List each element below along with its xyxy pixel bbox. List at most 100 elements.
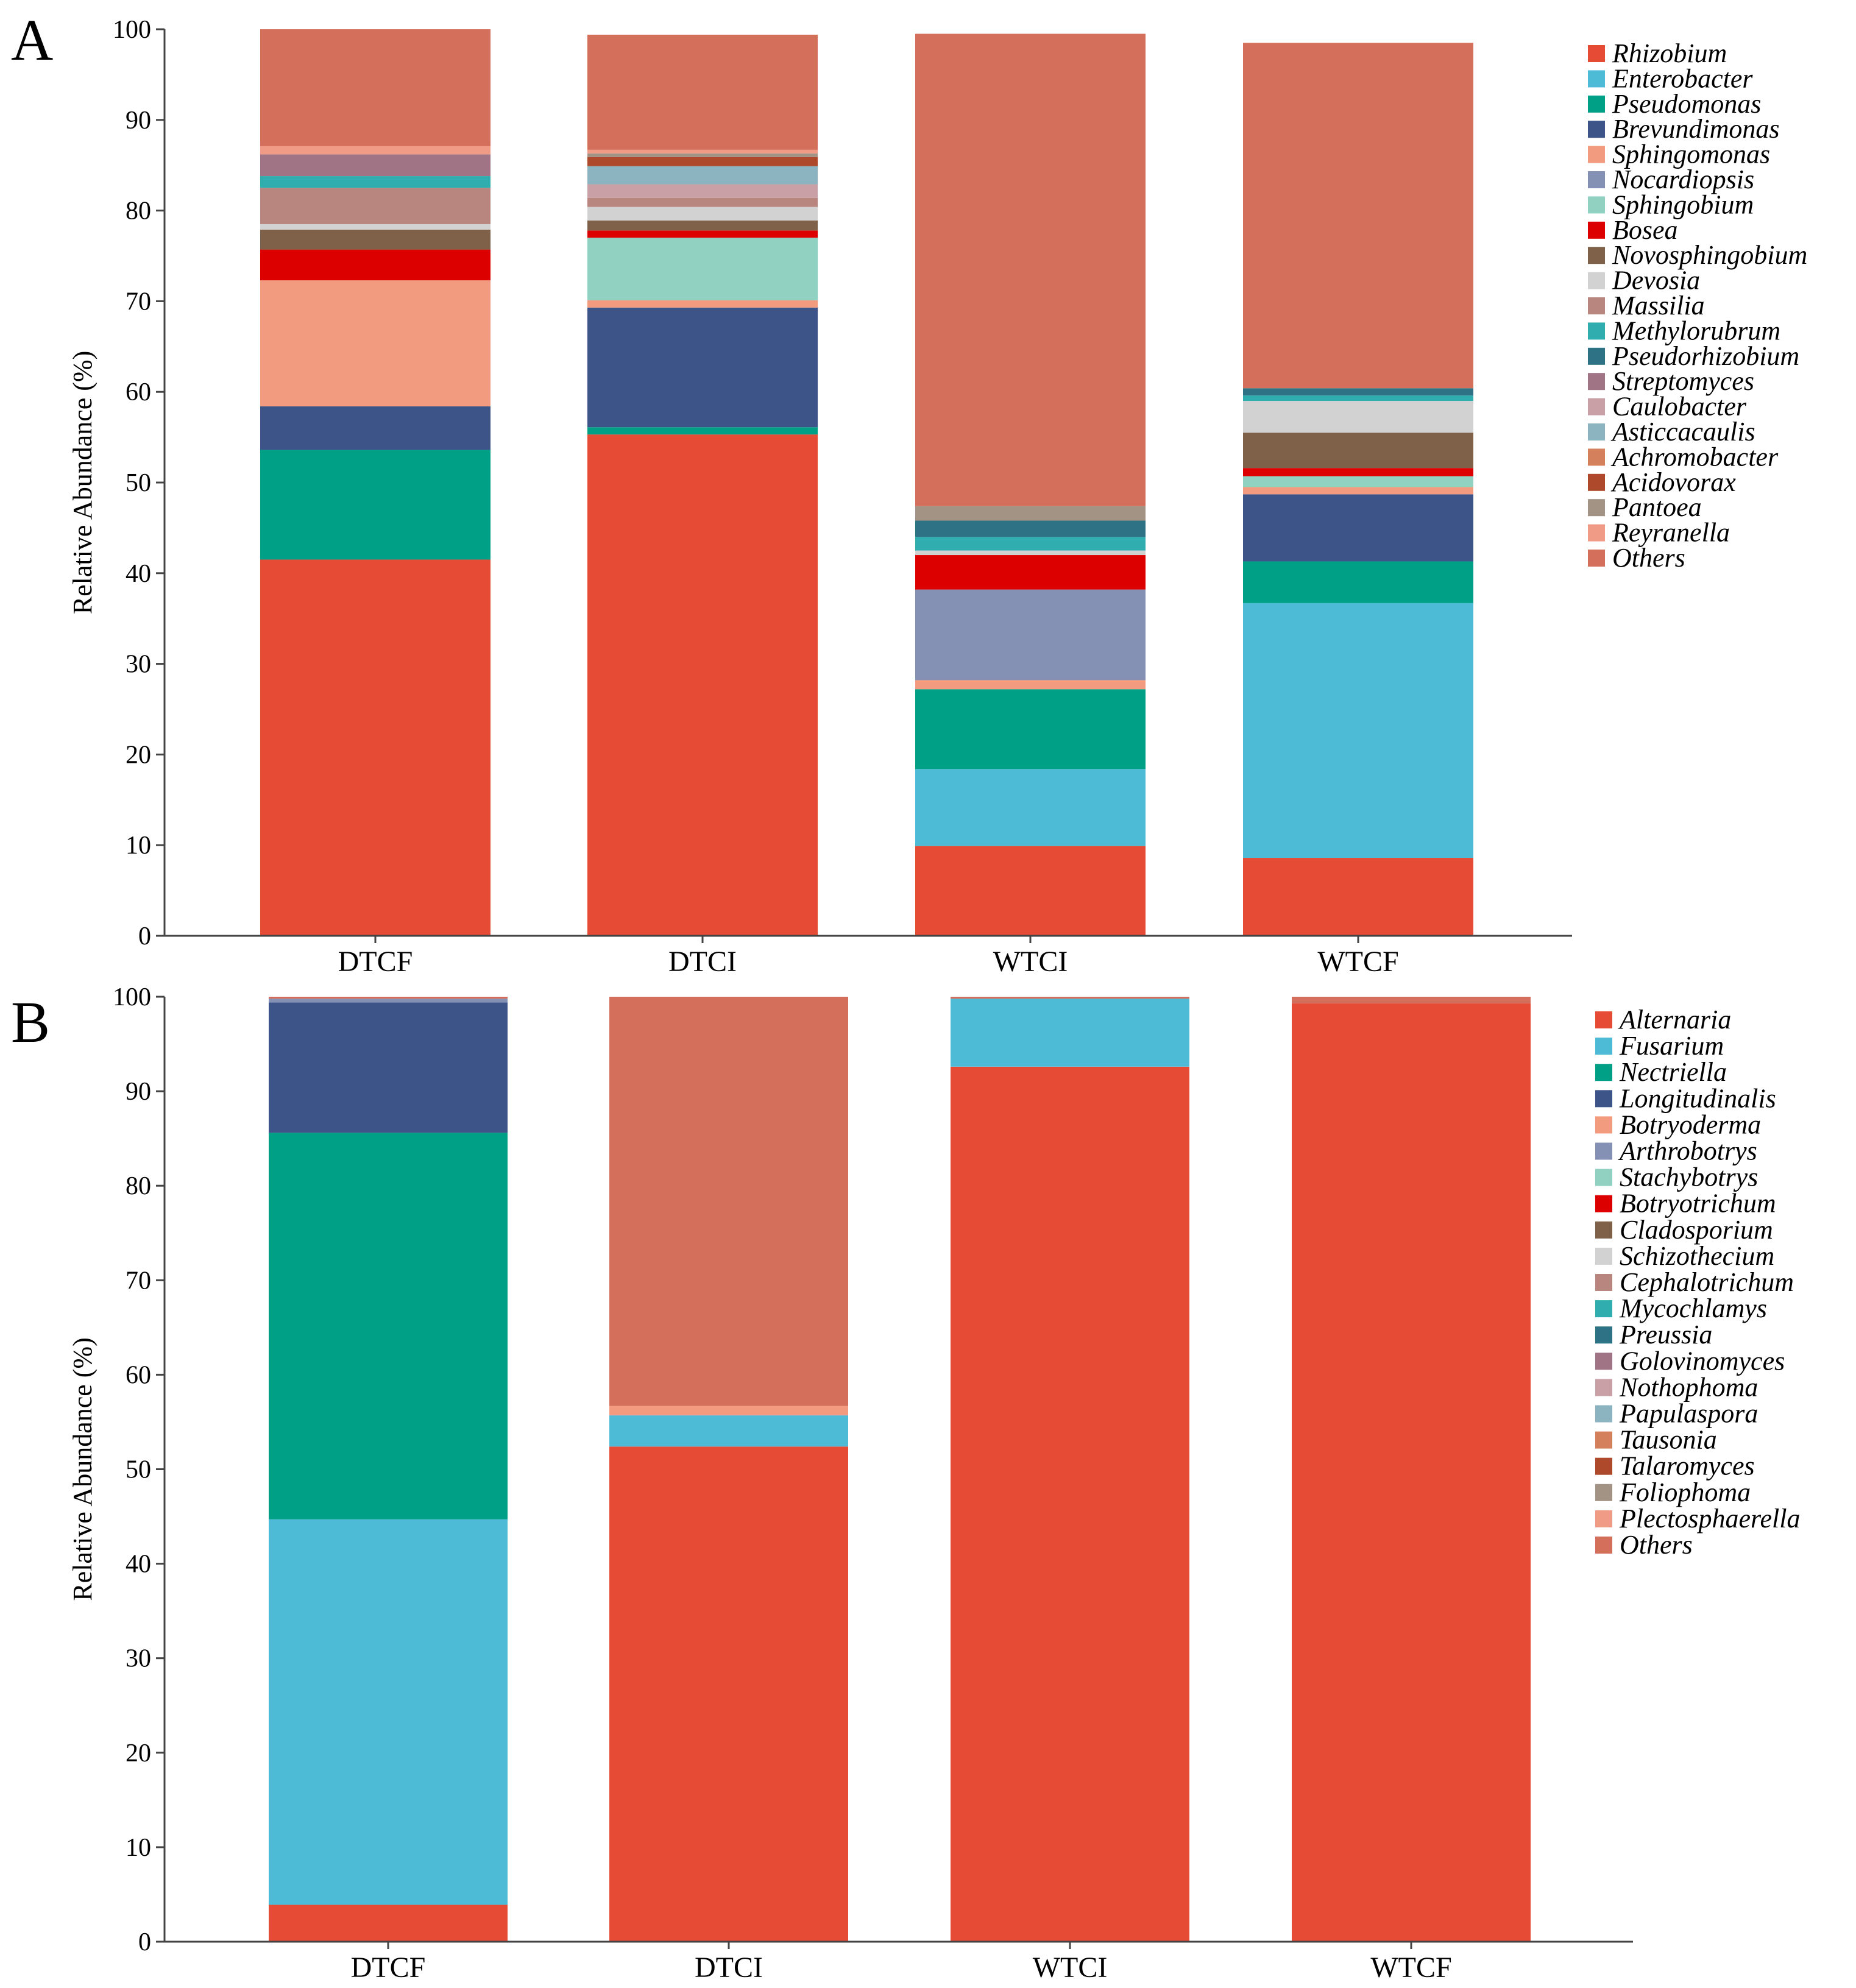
panel-b-bar-dtcf-nectriella: [269, 1133, 508, 1519]
panel-b-label: B: [11, 989, 50, 1055]
panel-b-bar-dtci-botryoderma: [609, 1406, 848, 1416]
panel-a-legend-label-caulobacter: Caulobacter: [1612, 392, 1747, 422]
panel-b-legend-label-tausonia: Tausonia: [1620, 1425, 1717, 1455]
panel-b-legend-swatch-alternaria: [1595, 1011, 1612, 1028]
panel-b-x-label-wtci: WTCI: [1033, 1951, 1108, 1984]
panel-b-y-tick-label-30: 30: [126, 1645, 151, 1673]
panel-b-legend-swatch-fusarium: [1595, 1038, 1612, 1055]
panel-a-bar-dtcf-rhizobium: [260, 559, 491, 936]
panel-a-legend-label-devosia: Devosia: [1612, 266, 1700, 295]
panel-a-bar-dtci-sphingomonas: [587, 300, 818, 308]
panel-a-y-tick-label-10: 10: [126, 832, 151, 860]
panel-a-bar-dtcf-reyranella: [260, 146, 491, 155]
panel-b-legend-label-cladosporium: Cladosporium: [1620, 1215, 1773, 1245]
panel-a-bar-wtci-pantoea: [915, 506, 1146, 521]
panel-b-y-tick-label-40: 40: [126, 1551, 151, 1579]
panel-a-bar-dtci-devosia: [587, 207, 818, 221]
panel-a-legend-label-pseudorhizobium: Pseudorhizobium: [1612, 341, 1799, 371]
panel-a-legend-label-others: Others: [1612, 543, 1685, 573]
panel-a-legend-swatch-pantoea: [1588, 499, 1605, 517]
panel-a-legend-swatch-methylorubrum: [1588, 322, 1605, 340]
panel-b-bar-wtcf-others: [1292, 997, 1531, 1003]
panel-b-x-label-wtcf: WTCF: [1370, 1951, 1451, 1984]
panel-a-bar-wtci-methylorubrum: [915, 537, 1146, 551]
panel-a-legend-swatch-pseudorhizobium: [1588, 347, 1605, 365]
panel-a-legend-swatch-sphingomonas: [1588, 146, 1605, 163]
panel-b-bar-dtci-fusarium: [609, 1415, 848, 1447]
panel-b-y-tick-label-90: 90: [126, 1078, 151, 1106]
panel-b-y-tick-label-80: 80: [126, 1172, 151, 1200]
panel-a-legend-label-massilia: Massilia: [1612, 291, 1705, 320]
panel-b-legend-swatch-golovinomyces: [1595, 1353, 1612, 1370]
panel-b-y-tick-label-70: 70: [126, 1267, 151, 1295]
panel-a-y-tick-label-80: 80: [126, 197, 151, 225]
panel-b-legend-swatch-tausonia: [1595, 1431, 1612, 1449]
panel-b-legend-swatch-cladosporium: [1595, 1221, 1612, 1239]
panel-b-bar-dtcf-arthrobotrys: [269, 999, 508, 1003]
panel-a-bar-dtci-novosphingobium: [587, 220, 818, 231]
panel-a-label: A: [11, 7, 53, 73]
panel-b-y-tick-label-20: 20: [126, 1739, 151, 1767]
panel-a-y-tick-label-20: 20: [126, 741, 151, 769]
panel-b-legend-swatch-others: [1595, 1537, 1612, 1554]
panel-a-y-tick-label-40: 40: [126, 560, 151, 588]
panel-b-legend-swatch-cephalotrichum: [1595, 1274, 1612, 1291]
panel-b-legend-swatch-plectosphaerella: [1595, 1510, 1612, 1527]
panel-b-bar-dtci-alternaria: [609, 1446, 848, 1942]
panel-b-legend-label-papulaspora: Papulaspora: [1619, 1399, 1758, 1429]
panel-a-bar-wtci-pseudomonas: [915, 689, 1146, 769]
panel-a-x-label-dtci: DTCI: [668, 946, 737, 978]
panel-a-y-tick-label-70: 70: [126, 288, 151, 316]
panel-a-legend-swatch-devosia: [1588, 272, 1605, 289]
panel-b-legend-label-nothophoma: Nothophoma: [1619, 1372, 1758, 1402]
panel-b-bar-dtcf-others: [269, 997, 508, 999]
panel-b-legend-label-alternaria: Alternaria: [1618, 1005, 1731, 1035]
panel-a-y-tick-label-90: 90: [126, 107, 151, 135]
panel-a-bar-dtci-others: [587, 34, 818, 150]
panel-a-legend-swatch-asticcacaulis: [1588, 423, 1605, 440]
panel-a-legend-label-novosphingobium: Novosphingobium: [1612, 240, 1807, 270]
panel-a-legend-label-sphingobium: Sphingobium: [1612, 189, 1754, 219]
panel-a-bar-dtcf-sphingomonas: [260, 280, 491, 407]
panel-a-legend-swatch-brevundimonas: [1588, 121, 1605, 138]
panel-b-bar-wtci-others: [951, 997, 1189, 999]
panel-b-legend-swatch-papulaspora: [1595, 1405, 1612, 1423]
panel-a-bar-dtcf-streptomyces: [260, 154, 491, 177]
panel-b-legend-swatch-preussia: [1595, 1326, 1612, 1344]
panel-a-legend-swatch-enterobacter: [1588, 70, 1605, 88]
panel-a-bar-wtci-pseudorhizobium: [915, 520, 1146, 537]
panel-b-legend-label-longitudinalis: Longitudinalis: [1619, 1083, 1776, 1113]
panel-b-chart: B 0 10 20 30 40 50 60 70 80 90 100 DTCF DTCI WTCI WTCF R…: [11, 983, 1801, 1984]
panel-a-legend-swatch-bosea: [1588, 221, 1605, 239]
panel-a-bar-wtcf-methylorubrum: [1243, 395, 1473, 401]
panel-a-bar-dtcf-devosia: [260, 224, 491, 230]
panel-b-legend-swatch-mycochlamys: [1595, 1300, 1612, 1318]
panel-b-legend-swatch-botryotrichum: [1595, 1195, 1612, 1212]
panel-a-y-tick-label-50: 50: [126, 469, 151, 497]
panel-a-bar-dtcf-novosphingobium: [260, 229, 491, 250]
panel-a-bar-dtcf-pseudomonas: [260, 450, 491, 560]
panel-a-bar-wtcf-devosia: [1243, 401, 1473, 433]
panel-a-bar-wtcf-rhizobium: [1243, 858, 1473, 936]
panel-a-y-tick-label-100: 100: [113, 16, 151, 44]
panel-a-bar-dtcf-brevundimonas: [260, 406, 491, 450]
panel-a-bar-wtcf-enterobacter: [1243, 603, 1473, 858]
panel-b-bar-wtci-alternaria: [951, 1066, 1189, 1942]
panel-a-legend-label-pantoea: Pantoea: [1612, 492, 1702, 522]
panel-a-bar-dtcf-bosea: [260, 249, 491, 281]
panel-b-legend-label-botryoderma: Botryoderma: [1620, 1109, 1761, 1139]
panel-b-legend-swatch-foliophoma: [1595, 1484, 1612, 1501]
panel-a-legend-label-sphingomonas: Sphingomonas: [1612, 140, 1770, 169]
panel-b-legend-label-schizothecium: Schizothecium: [1620, 1241, 1774, 1271]
panel-a-bar-dtci-rhizobium: [587, 434, 818, 936]
panel-b-x-label-dtcf: DTCF: [351, 1951, 426, 1984]
panel-a-legend-label-rhizobium: Rhizobium: [1612, 38, 1727, 68]
panel-a-y-tick-label-0: 0: [138, 922, 151, 950]
panel-a-bar-dtci-pseudomonas: [587, 427, 818, 435]
panel-a-x-label-dtcf: DTCF: [338, 946, 413, 978]
panel-b-legend-swatch-nectriella: [1595, 1064, 1612, 1081]
panel-a-bar-wtci-nocardiopsis: [915, 589, 1146, 681]
panel-a-x-label-wtcf: WTCF: [1317, 946, 1398, 978]
panel-a-legend-swatch-acidovorax: [1588, 473, 1605, 491]
